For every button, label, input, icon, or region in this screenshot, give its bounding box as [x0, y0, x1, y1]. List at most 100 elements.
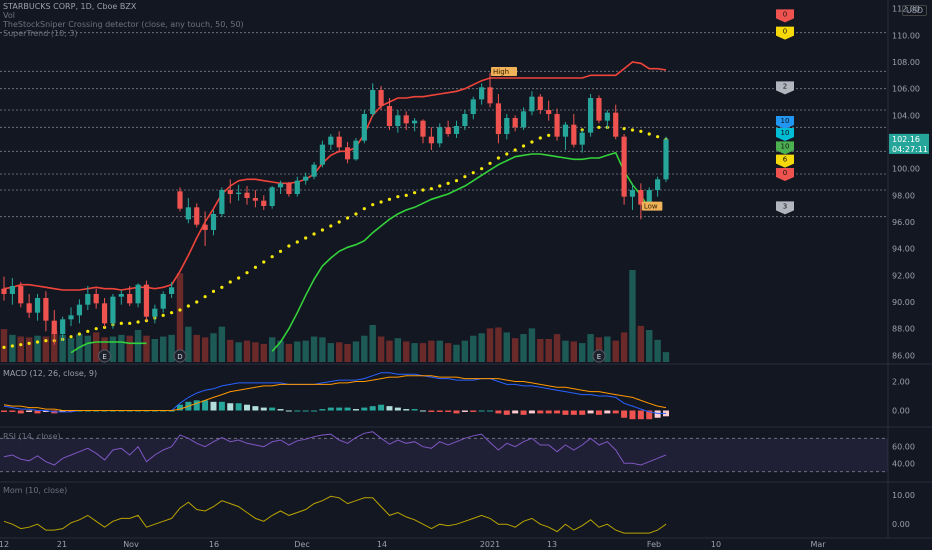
candle-body: [344, 147, 351, 160]
supertrend-dot: [186, 304, 190, 308]
candle: [495, 94, 502, 144]
earnings-marker-label: E: [597, 353, 601, 361]
candle-body: [621, 136, 627, 197]
x-axis-label: Feb: [647, 540, 661, 549]
candle-body: [613, 112, 619, 137]
signal-flag-label: 10: [781, 129, 790, 137]
macd-histogram-bar: [436, 410, 443, 412]
candle: [1, 276, 7, 301]
supertrend-dot: [136, 320, 140, 324]
volume-bar: [503, 332, 510, 362]
volume-bar: [587, 334, 594, 362]
x-axis-label: 16: [209, 540, 219, 549]
macd-histogram-bar: [327, 407, 334, 411]
macd-histogram-bar: [59, 410, 66, 412]
candle-body: [118, 294, 124, 297]
candle-body: [68, 315, 74, 320]
macd-histogram-bar: [277, 409, 284, 411]
candle: [118, 290, 124, 305]
rsi-line: [3, 431, 667, 466]
signal-flag: [776, 128, 794, 141]
macd-histogram-bar: [227, 403, 234, 411]
candle: [520, 107, 527, 130]
candle-body: [185, 207, 191, 220]
candle: [395, 110, 401, 133]
x-axis-label: 10: [711, 540, 721, 549]
volume-bar: [478, 333, 485, 362]
supertrend-dot: [647, 132, 651, 136]
candle: [219, 187, 225, 217]
signal-flag: [776, 168, 794, 181]
macd-histogram-bar: [218, 401, 225, 411]
candle: [202, 211, 208, 246]
macd-histogram-bar: [394, 407, 401, 411]
supertrend-dot: [169, 311, 174, 315]
candle-body: [168, 287, 175, 294]
supertrend-dot: [387, 197, 392, 201]
candle-body: [479, 87, 485, 100]
macd-histogram-bar: [202, 400, 209, 411]
candle-body: [252, 198, 258, 201]
supertrend-dot: [496, 156, 501, 160]
candle: [18, 282, 24, 308]
candle-body: [445, 127, 451, 134]
supertrend-dot: [312, 232, 316, 236]
candle: [487, 72, 493, 108]
supertrend-dot: [371, 203, 375, 207]
candle: [252, 190, 258, 208]
macd-histogram-bar: [386, 406, 393, 411]
macd-histogram-bar: [646, 410, 653, 420]
volume-bar: [470, 335, 477, 362]
candle-body: [336, 136, 342, 148]
supertrend-dot: [161, 313, 165, 317]
macd-tick-label: 2.00: [892, 378, 910, 387]
macd-histogram-bar: [570, 410, 577, 415]
macd-histogram-bar: [235, 403, 242, 411]
supertrend-dot: [77, 332, 82, 336]
volume-bar: [42, 336, 50, 362]
supertrend-dot: [119, 321, 123, 325]
candle: [554, 108, 560, 141]
candle-body: [663, 139, 669, 180]
volume-bar: [411, 343, 418, 362]
candle: [621, 134, 627, 205]
candle-body: [26, 303, 32, 313]
candle-body: [219, 190, 225, 214]
macd-histogram-bar: [403, 409, 410, 411]
macd-histogram-bar: [1, 410, 7, 412]
macd-histogram-bar: [487, 410, 494, 412]
candle-body: [437, 127, 443, 144]
candle-body: [127, 294, 133, 304]
macd-histogram-bar: [545, 410, 552, 414]
macd-histogram-bar: [612, 410, 619, 414]
macd-histogram-bar: [352, 409, 359, 411]
supertrend-dot: [639, 129, 643, 133]
signal-flag-label: 0: [783, 169, 787, 177]
macd-histogram-bar: [604, 410, 611, 414]
candle-body: [294, 180, 300, 194]
volume-bar: [34, 335, 41, 362]
candle-body: [520, 111, 527, 128]
supertrend-dot: [354, 212, 358, 216]
volume-bar: [562, 340, 569, 362]
candle: [529, 91, 535, 116]
candle: [244, 186, 250, 205]
supertrend-dot: [253, 265, 257, 269]
candle-body: [51, 320, 57, 334]
upper-band-line: [3, 61, 667, 291]
supertrend-dot: [480, 167, 484, 171]
candle: [562, 122, 569, 150]
supertrend-dot: [228, 280, 232, 284]
price-tick-label: 110.00: [892, 31, 920, 40]
volume-bar: [344, 343, 351, 362]
macd-histogram-bar: [26, 410, 33, 412]
macd-histogram-bar: [252, 406, 259, 411]
candle-body: [152, 308, 158, 317]
volume-bar: [310, 336, 318, 362]
supertrend-dot: [438, 184, 442, 188]
macd-histogram-bar: [478, 410, 485, 412]
mom-label: Mom (10, close): [3, 486, 68, 495]
macd-histogram-bar: [294, 410, 301, 412]
candle: [261, 195, 267, 210]
